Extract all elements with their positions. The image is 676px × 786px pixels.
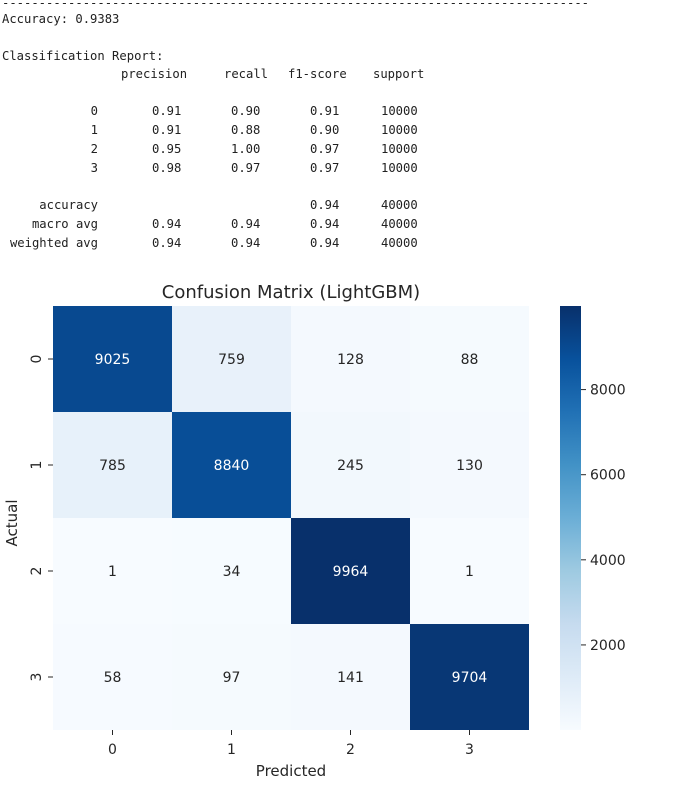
- heatmap-cell: [291, 518, 410, 624]
- row-f1: 0.97: [310, 142, 340, 156]
- row-label: macro avg: [31, 217, 98, 231]
- colorbar-tick-label: 2000: [590, 638, 626, 654]
- heatmap-cell: [291, 412, 410, 518]
- header-f1: f1-score: [288, 67, 347, 81]
- row-precision: 0.91: [152, 123, 182, 137]
- row-f1: 0.94: [310, 236, 340, 250]
- heatmap-cell: [172, 624, 291, 730]
- cell-value-label: 9025: [95, 352, 131, 368]
- row-f1: 0.97: [310, 161, 340, 175]
- row-label: 3: [90, 161, 98, 175]
- colorbar-tick-label: 4000: [590, 553, 626, 569]
- heatmap-cell: [410, 412, 529, 518]
- row-support: 40000: [381, 236, 418, 250]
- colorbar-tick-label: 8000: [590, 383, 626, 399]
- heatmap-cell: [53, 306, 172, 412]
- row-label: 0: [90, 104, 98, 118]
- row-precision: 0.91: [152, 104, 182, 118]
- y-tick-label: 3: [29, 673, 45, 682]
- row-f1: 0.90: [310, 123, 340, 137]
- row-recall: 0.88: [231, 123, 261, 137]
- y-tick-label: 1: [29, 461, 45, 470]
- heatmap-cell: [410, 624, 529, 730]
- row-label: accuracy: [39, 198, 98, 212]
- row-f1: 0.91: [310, 104, 340, 118]
- row-support: 10000: [381, 104, 418, 118]
- row-recall: 0.90: [231, 104, 261, 118]
- row-recall: 0.97: [231, 161, 261, 175]
- confusion-matrix-chart: Confusion Matrix (LightGBM) 9025 759 128 88…: [3, 282, 626, 780]
- header-support: support: [373, 67, 425, 81]
- colorbar-tick-label: 6000: [590, 468, 626, 484]
- heatmap-cell: [172, 306, 291, 412]
- row-label: 1: [90, 123, 98, 137]
- row-support: 10000: [381, 123, 418, 137]
- cell-value-label: 1: [108, 564, 117, 580]
- row-precision: 0.98: [152, 161, 182, 175]
- cell-value-label: 130: [456, 458, 483, 474]
- row-recall: 0.94: [231, 236, 261, 250]
- row-support: 10000: [381, 161, 418, 175]
- row-support: 40000: [381, 217, 418, 231]
- cell-value-label: 759: [218, 352, 245, 368]
- row-f1: 0.94: [310, 198, 340, 212]
- cell-value-label: 1: [465, 564, 474, 580]
- x-tick-label: 3: [465, 742, 474, 758]
- heatmap-cell: [53, 412, 172, 518]
- cell-value-label: 8840: [214, 458, 250, 474]
- header-recall: recall: [224, 67, 269, 81]
- row-label: 2: [90, 142, 98, 156]
- heatmap-cell: [410, 518, 529, 624]
- heatmap-cell: [172, 412, 291, 518]
- header-precision: precision: [121, 67, 188, 81]
- row-recall: 1.00: [231, 142, 261, 156]
- y-tick-label: 2: [29, 567, 45, 576]
- row-precision: 0.94: [152, 236, 182, 250]
- x-axis-label: Predicted: [256, 762, 326, 780]
- heatmap-cell: [291, 624, 410, 730]
- heatmap-cell: [291, 306, 410, 412]
- row-support: 10000: [381, 142, 418, 156]
- cell-value-label: 785: [99, 458, 126, 474]
- cell-value-label: 97: [223, 670, 241, 686]
- cell-value-label: 34: [223, 564, 241, 580]
- heatmap-cells: 9025 759 128 88 785 8840 245 130 1 34 9964 1 58 97 141…: [53, 306, 529, 730]
- x-tick-label: 0: [108, 742, 117, 758]
- cell-value-label: 58: [104, 670, 122, 686]
- y-axis-ticks: 0 1 2 3: [29, 355, 53, 682]
- cell-value-label: 141: [337, 670, 364, 686]
- heatmap-cell: [410, 306, 529, 412]
- row-f1: 0.94: [310, 217, 340, 231]
- x-tick-label: 1: [227, 742, 236, 758]
- report-title: Classification Report:: [2, 49, 164, 63]
- heatmap-cell: [172, 518, 291, 624]
- colorbar-ticks: 2000 4000 6000 8000: [581, 383, 626, 654]
- x-tick-label: 2: [346, 742, 355, 758]
- separator-line: ----------------------------------------…: [2, 0, 589, 10]
- cell-value-label: 9964: [333, 564, 369, 580]
- y-tick-label: 0: [29, 355, 45, 364]
- row-precision: 0.95: [152, 142, 182, 156]
- row-support: 40000: [381, 198, 418, 212]
- cell-value-label: 88: [461, 352, 479, 368]
- accuracy-line: Accuracy: 0.9383: [2, 12, 120, 26]
- cell-value-label: 9704: [452, 670, 488, 686]
- cell-value-label: 245: [337, 458, 364, 474]
- y-axis-label: Actual: [3, 500, 21, 547]
- row-label: weighted avg: [9, 236, 98, 250]
- cell-value-label: 128: [337, 352, 364, 368]
- chart-title: Confusion Matrix (LightGBM): [162, 282, 420, 303]
- row-precision: 0.94: [152, 217, 182, 231]
- x-axis-ticks: 0 1 2 3: [108, 730, 474, 758]
- heatmap-cell: [53, 624, 172, 730]
- colorbar: [560, 306, 581, 730]
- heatmap-cell: [53, 518, 172, 624]
- row-recall: 0.94: [231, 217, 261, 231]
